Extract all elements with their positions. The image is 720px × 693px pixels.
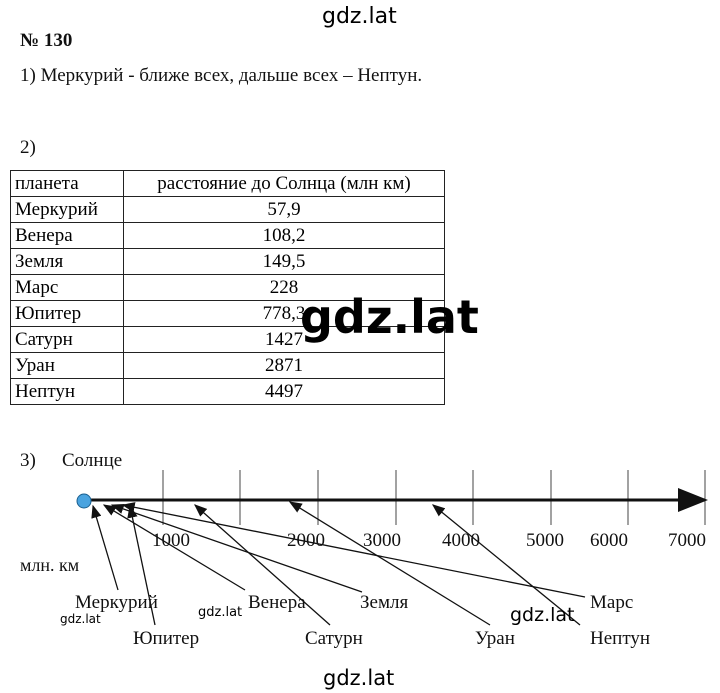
watermark: gdz.lat bbox=[510, 604, 575, 626]
planet-label: Юпитер bbox=[133, 628, 199, 649]
watermark: gdz.lat bbox=[198, 605, 243, 620]
watermark: gdz.lat bbox=[323, 666, 395, 690]
distance-cell: 228 bbox=[123, 274, 445, 301]
distance-cell: 57,9 bbox=[123, 196, 445, 223]
axis-label: 7000 bbox=[668, 530, 706, 551]
planet-cell: Уран bbox=[10, 352, 124, 379]
axis-label: 2000 bbox=[287, 530, 325, 551]
axis-labels: 1000 2000 3000 4000 5000 6000 7000 bbox=[152, 530, 706, 551]
planet-label: Венера bbox=[248, 592, 306, 613]
planet-label: Нептун bbox=[590, 628, 650, 649]
table-row: Нептун 4497 bbox=[10, 378, 445, 405]
planet-cell: Марс bbox=[10, 274, 124, 301]
distance-cell: 2871 bbox=[123, 352, 445, 379]
watermark: gdz.lat bbox=[322, 4, 397, 29]
planet-label: Земля bbox=[360, 592, 408, 613]
table-row: Уран 2871 bbox=[10, 352, 445, 379]
watermark: gdz.lat bbox=[60, 612, 101, 626]
sun bbox=[76, 493, 92, 509]
axis-ticks bbox=[162, 470, 706, 525]
axis-label: 4000 bbox=[442, 530, 480, 551]
planet-label: Уран bbox=[475, 628, 515, 649]
planet-table: планета расстояние до Солнца (млн км) Ме… bbox=[10, 170, 445, 405]
planet-cell: Сатурн bbox=[10, 326, 124, 353]
axis-label: 1000 bbox=[152, 530, 190, 551]
distance-cell: 778,3 bbox=[123, 300, 445, 327]
planet-cell: Меркурий bbox=[10, 196, 124, 223]
axis-label: 3000 bbox=[363, 530, 401, 551]
watermark: gdz.lat bbox=[300, 290, 479, 344]
header-cell: планета bbox=[10, 170, 124, 197]
planet-cell: Нептун bbox=[10, 378, 124, 405]
planet-labels: Меркурий Венера Земля Марс Юпитер Сатурн… bbox=[75, 592, 650, 649]
distance-cell: 4497 bbox=[123, 378, 445, 405]
planet-cell: Юпитер bbox=[10, 300, 124, 327]
planet-label: Сатурн bbox=[305, 628, 363, 649]
planet-label: Марс bbox=[590, 592, 633, 613]
distance-cell: 149,5 bbox=[123, 248, 445, 275]
axis-label: 5000 bbox=[526, 530, 564, 551]
sun-label: Солнце bbox=[62, 450, 123, 471]
task-number: № 130 bbox=[20, 30, 73, 51]
planet-arrows bbox=[91, 501, 586, 626]
axis-label: 6000 bbox=[590, 530, 628, 551]
planet-label: Меркурий bbox=[75, 592, 158, 613]
table-row: Сатурн 1427 bbox=[10, 326, 445, 353]
answer-3-label: 3) bbox=[20, 450, 36, 471]
unit-label: млн. км bbox=[20, 555, 80, 575]
answer-1: 1) Меркурий - ближе всех, дальше всех – … bbox=[20, 65, 423, 86]
table-row: Юпитер 778,3 bbox=[10, 300, 445, 327]
planet-cell: Венера bbox=[10, 222, 124, 249]
table-row: Марс 228 bbox=[10, 274, 445, 301]
table-header: планета расстояние до Солнца (млн км) bbox=[10, 170, 445, 197]
table-row: Меркурий 57,9 bbox=[10, 196, 445, 223]
answer-2-label: 2) bbox=[20, 137, 36, 158]
